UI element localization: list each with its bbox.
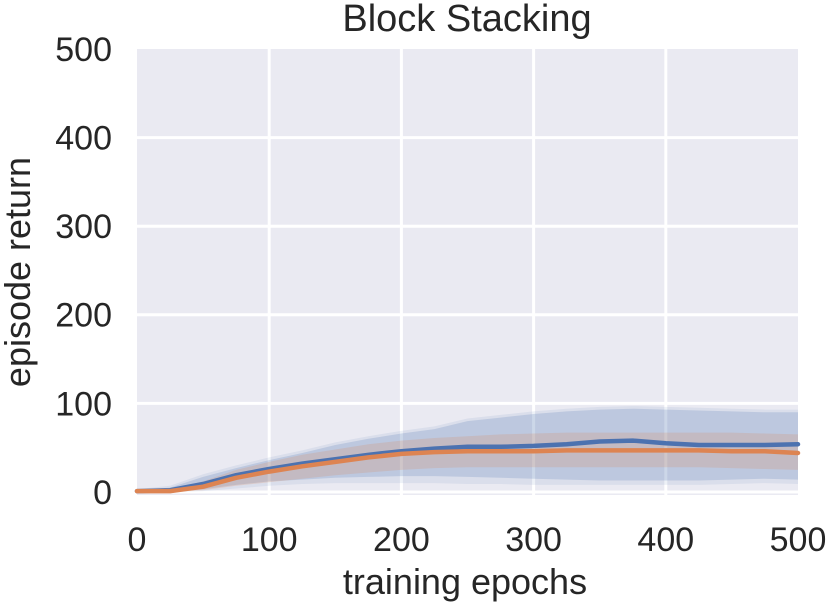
x-tick-label-500: 500	[770, 521, 827, 559]
chart-title: Block Stacking	[342, 0, 591, 40]
y-axis-label: episode return	[0, 157, 38, 387]
x-tick-label-300: 300	[505, 521, 562, 559]
y-tick-label-100: 100	[55, 385, 112, 423]
y-tick-label-0: 0	[93, 474, 112, 512]
series-lines	[134, 438, 801, 494]
y-tick-label-500: 500	[55, 31, 112, 69]
x-axis-label: training epochs	[343, 561, 587, 602]
x-tick-label-200: 200	[373, 521, 430, 559]
plot-area	[137, 49, 798, 495]
x-tick-label-0: 0	[128, 521, 147, 559]
y-tick-label-200: 200	[55, 297, 112, 335]
x-tick-label-400: 400	[637, 521, 694, 559]
x-tick-label-100: 100	[241, 521, 298, 559]
gridlines	[137, 49, 798, 495]
line-orange	[134, 448, 801, 494]
line-blue	[134, 438, 801, 494]
tick-labels: 0 100 200 300 400 500 0 100 200 300 400 500	[55, 31, 826, 559]
y-tick-label-400: 400	[55, 120, 112, 158]
y-tick-label-300: 300	[55, 208, 112, 246]
band-orange	[137, 432, 798, 492]
